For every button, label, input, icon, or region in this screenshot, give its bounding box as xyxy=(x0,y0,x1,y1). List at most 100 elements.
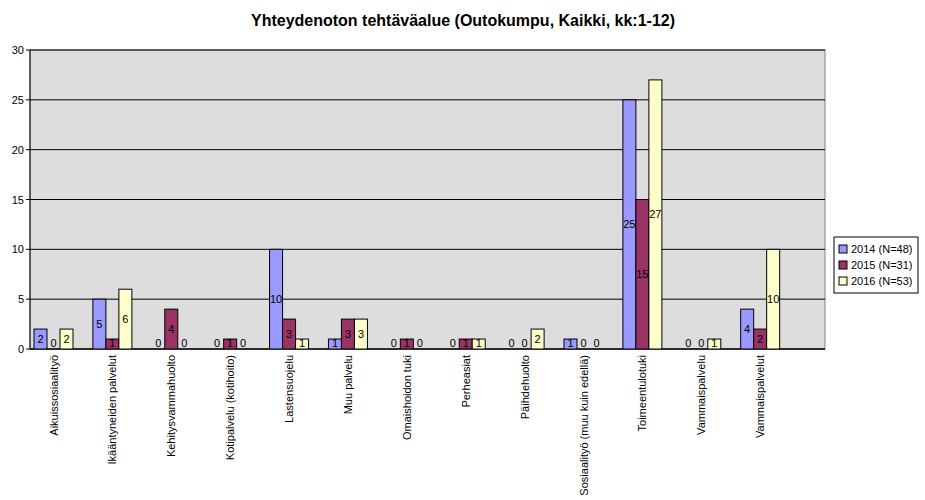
data-labels: 2025160400101031133010011002100251527001… xyxy=(37,208,779,349)
data-label: 0 xyxy=(240,337,246,349)
data-label: 0 xyxy=(181,337,187,349)
data-label: 1 xyxy=(476,337,482,349)
bar xyxy=(354,319,367,349)
data-label: 0 xyxy=(417,337,423,349)
data-label: 1 xyxy=(711,337,717,349)
category-label: Sosiaalityö (muu kuin edellä) xyxy=(578,355,590,496)
legend-label: 2016 (N=53) xyxy=(851,275,912,287)
bars xyxy=(34,80,780,349)
data-label: 0 xyxy=(214,337,220,349)
bar xyxy=(741,309,754,349)
grid-line xyxy=(30,50,825,51)
bar xyxy=(767,249,780,349)
tick-mark xyxy=(26,199,30,200)
data-label: 0 xyxy=(698,337,704,349)
data-label: 6 xyxy=(122,313,128,325)
category-label: Aikuissosiaalityö xyxy=(48,355,60,436)
legend-swatch xyxy=(839,277,847,285)
grid-line xyxy=(30,299,825,300)
data-label: 10 xyxy=(270,293,282,305)
bar xyxy=(754,329,767,349)
bar xyxy=(270,249,283,349)
tick-label: 10 xyxy=(12,243,24,255)
category-label: Muu palvelu xyxy=(342,355,354,414)
bar xyxy=(623,100,636,349)
category-label: Kotipalvelu (kotihoito) xyxy=(224,355,236,460)
category-label: Vammaispalvelu xyxy=(695,355,707,435)
data-label: 3 xyxy=(358,328,364,340)
tick-mark xyxy=(26,149,30,150)
tick-mark xyxy=(26,349,30,350)
category-label: Vammaispalvelut xyxy=(754,355,766,438)
data-label: 1 xyxy=(299,337,305,349)
data-label: 10 xyxy=(767,293,779,305)
tick-label: 5 xyxy=(18,293,24,305)
bar xyxy=(531,329,544,349)
category-label: Lastensuojelu xyxy=(283,355,295,423)
data-label: 1 xyxy=(227,337,233,349)
data-label: 2 xyxy=(63,333,69,345)
title: Yhteydenoton tehtäväalue (Outokumpu, Kai… xyxy=(251,12,675,29)
grid-line xyxy=(30,349,825,350)
category-label: Kehitysvammahuolto xyxy=(165,355,177,457)
data-label: 0 xyxy=(522,337,528,349)
x-axis xyxy=(30,349,825,350)
data-label: 3 xyxy=(286,328,292,340)
tick-label: 30 xyxy=(12,44,24,56)
category-label: Omaishoidon tuki xyxy=(401,355,413,440)
legend-label: 2015 (N=31) xyxy=(851,259,912,271)
data-label: 0 xyxy=(685,337,691,349)
bar xyxy=(649,80,662,349)
legend-swatch xyxy=(839,261,847,269)
grid-line xyxy=(30,249,825,250)
tick-label: 15 xyxy=(12,194,24,206)
bar xyxy=(119,289,132,349)
plot-area xyxy=(30,50,825,349)
bar xyxy=(283,319,296,349)
category-label: Ikääntyneiden palvelut xyxy=(106,355,118,464)
data-label: 4 xyxy=(744,323,750,335)
bar xyxy=(93,299,106,349)
tick-mark xyxy=(26,99,30,100)
legend-label: 2014 (N=48) xyxy=(851,243,912,255)
bar xyxy=(34,329,47,349)
data-label: 0 xyxy=(509,337,515,349)
data-label: 1 xyxy=(109,337,115,349)
category-label: Päihdehuolto xyxy=(519,355,531,419)
grid-line xyxy=(30,99,825,100)
bar xyxy=(636,200,649,350)
data-label: 0 xyxy=(450,337,456,349)
tick-label: 25 xyxy=(12,94,24,106)
tick-mark xyxy=(26,249,30,250)
data-label: 1 xyxy=(463,337,469,349)
data-label: 1 xyxy=(404,337,410,349)
data-label: 0 xyxy=(155,337,161,349)
data-label: 27 xyxy=(649,208,661,220)
data-label: 15 xyxy=(636,268,648,280)
bar xyxy=(165,309,178,349)
data-label: 0 xyxy=(391,337,397,349)
legend-box xyxy=(834,237,918,293)
data-label: 4 xyxy=(168,323,174,335)
chart-svg: Yhteydenoton tehtäväalue (Outokumpu, Kai… xyxy=(0,0,925,500)
data-label: 1 xyxy=(567,337,573,349)
data-label: 1 xyxy=(332,337,338,349)
data-label: 0 xyxy=(580,337,586,349)
data-label: 2 xyxy=(757,333,763,345)
tick-label: 0 xyxy=(18,343,24,355)
bar xyxy=(60,329,73,349)
data-label: 25 xyxy=(623,218,635,230)
data-label: 2 xyxy=(535,333,541,345)
grid-line xyxy=(30,199,825,200)
tick-mark xyxy=(26,50,30,51)
category-label: Perheasiat xyxy=(460,355,472,408)
legend-swatch xyxy=(839,245,847,253)
data-label: 2 xyxy=(37,333,43,345)
data-label: 5 xyxy=(96,318,102,330)
data-label: 0 xyxy=(593,337,599,349)
category-label: Toimeentulotuki xyxy=(636,355,648,431)
y-axis xyxy=(30,50,31,349)
data-label: 3 xyxy=(345,328,351,340)
bar xyxy=(341,319,354,349)
tick-label: 20 xyxy=(12,144,24,156)
